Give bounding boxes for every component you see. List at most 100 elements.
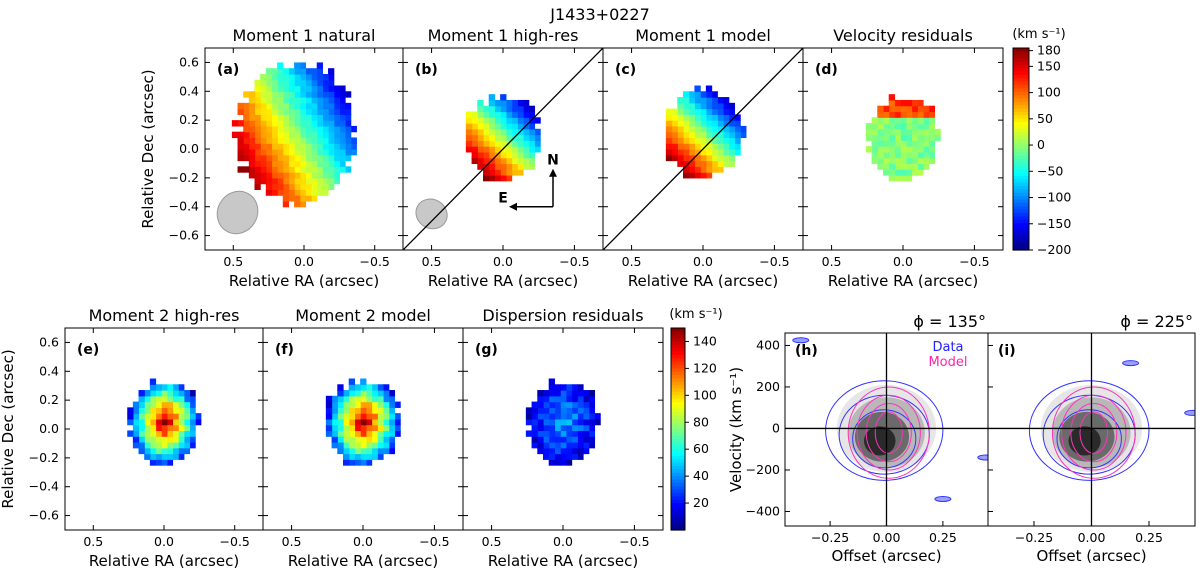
map-pixel bbox=[917, 163, 924, 170]
map-pixel bbox=[189, 441, 196, 449]
map-pixel bbox=[543, 418, 550, 426]
map-pixel bbox=[149, 407, 157, 414]
map-pixel bbox=[688, 102, 696, 110]
colorbar-segment bbox=[1013, 51, 1029, 56]
map-pixel bbox=[260, 131, 267, 139]
map-pixel bbox=[299, 143, 307, 150]
map-pixel bbox=[299, 195, 307, 202]
y-axis-label: Velocity (km s⁻¹) bbox=[727, 367, 745, 492]
map-pixel bbox=[311, 166, 318, 173]
map-pixel bbox=[717, 166, 724, 173]
map-pixel bbox=[360, 384, 367, 391]
map-pixel bbox=[577, 424, 584, 432]
colorbar-segment bbox=[1013, 162, 1029, 167]
map-pixel bbox=[189, 418, 196, 426]
map-pixel bbox=[288, 149, 295, 156]
map-pixel bbox=[905, 157, 913, 165]
map-pixel bbox=[254, 137, 261, 144]
map-pixel bbox=[294, 97, 301, 104]
map-pixel bbox=[471, 157, 478, 165]
map-pixel bbox=[511, 140, 518, 147]
colorbar-segment bbox=[1013, 61, 1029, 66]
map-pixel bbox=[183, 430, 191, 437]
map-pixel bbox=[294, 200, 301, 208]
map-pixel bbox=[155, 401, 162, 408]
map-pixel bbox=[316, 91, 323, 98]
map-pixel bbox=[525, 430, 533, 437]
map-pixel bbox=[155, 413, 162, 420]
map-pixel bbox=[155, 436, 162, 443]
map-pixel bbox=[571, 407, 578, 414]
map-pixel bbox=[677, 120, 684, 127]
map-pixel bbox=[483, 105, 490, 113]
y-tick-label: 0.2 bbox=[39, 392, 59, 407]
map-pixel bbox=[328, 166, 335, 173]
map-pixel bbox=[260, 160, 267, 167]
map-pixel bbox=[265, 160, 273, 167]
map-pixel bbox=[900, 157, 907, 165]
map-pixel bbox=[328, 97, 335, 104]
map-pixel bbox=[343, 436, 350, 443]
map-pixel bbox=[288, 131, 295, 139]
colorbar-segment bbox=[671, 439, 685, 444]
map-pixel bbox=[343, 401, 350, 408]
map-pixel bbox=[905, 146, 913, 153]
map-pixel bbox=[671, 120, 678, 127]
map-pixel bbox=[127, 413, 134, 420]
map-pixel bbox=[711, 166, 718, 173]
colorbar-segment bbox=[1013, 172, 1029, 177]
map-pixel bbox=[554, 441, 561, 449]
map-pixel bbox=[277, 137, 284, 144]
map-pixel bbox=[554, 424, 561, 432]
map-pixel bbox=[254, 172, 261, 179]
map-pixel bbox=[900, 117, 907, 124]
map-pixel bbox=[166, 413, 174, 420]
map-pixel bbox=[254, 143, 261, 150]
map-pixel bbox=[577, 384, 584, 391]
map-pixel bbox=[345, 91, 352, 98]
map-pixel bbox=[339, 131, 346, 139]
map-pixel bbox=[677, 143, 684, 150]
map-pixel bbox=[583, 430, 590, 437]
plot-area bbox=[525, 378, 601, 466]
colorbar-segment bbox=[1013, 246, 1029, 251]
map-pixel bbox=[688, 114, 696, 121]
map-pixel bbox=[500, 140, 507, 147]
map-pixel bbox=[388, 395, 396, 403]
map-pixel bbox=[178, 447, 185, 455]
map-pixel bbox=[571, 413, 578, 420]
map-pixel bbox=[265, 143, 273, 150]
map-pixel bbox=[723, 154, 730, 162]
map-pixel bbox=[333, 131, 340, 139]
map-pixel bbox=[554, 453, 561, 460]
map-pixel bbox=[683, 91, 690, 98]
map-pixel bbox=[282, 108, 290, 115]
colorbar-segment bbox=[671, 415, 685, 420]
map-pixel bbox=[683, 120, 690, 127]
map-pixel bbox=[488, 134, 496, 141]
map-pixel bbox=[243, 131, 250, 139]
map-pixel bbox=[322, 91, 329, 98]
map-pixel bbox=[465, 123, 473, 130]
map-pixel bbox=[543, 407, 550, 414]
map-pixel bbox=[328, 183, 335, 190]
colorbar-segment bbox=[1013, 68, 1029, 73]
map-pixel bbox=[172, 441, 179, 449]
map-pixel bbox=[543, 441, 550, 449]
map-pixel bbox=[265, 114, 273, 121]
map-pixel bbox=[565, 413, 573, 420]
pixel-map bbox=[325, 378, 401, 466]
map-pixel bbox=[271, 149, 278, 156]
map-pixel bbox=[537, 418, 544, 426]
map-pixel bbox=[149, 413, 157, 420]
map-pixel bbox=[328, 108, 335, 115]
x-axis-label: Relative RA (arcsec) bbox=[229, 272, 379, 290]
map-pixel bbox=[517, 146, 524, 153]
map-pixel bbox=[282, 160, 290, 167]
map-pixel bbox=[711, 154, 718, 162]
map-pixel bbox=[288, 183, 295, 190]
map-pixel bbox=[316, 154, 323, 162]
map-pixel bbox=[331, 401, 338, 408]
